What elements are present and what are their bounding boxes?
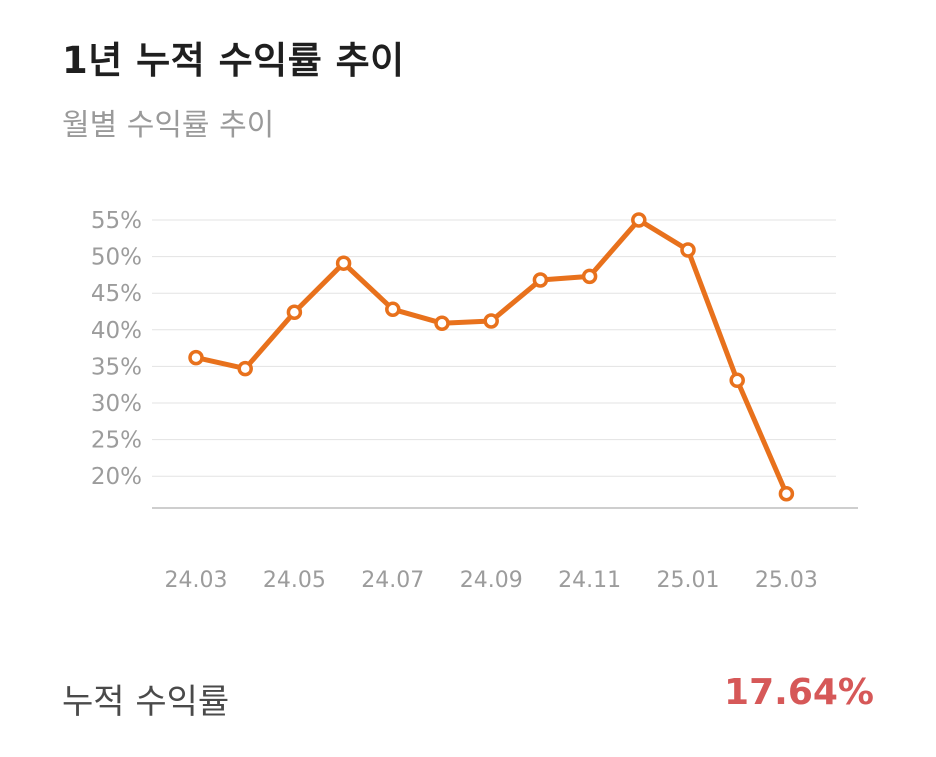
x-tick-label: 25.01 [657, 568, 720, 593]
cumulative-return-label: 누적 수익률 [62, 682, 230, 722]
data-point [237, 360, 253, 377]
data-point [385, 301, 401, 318]
data-point [581, 268, 598, 285]
y-tick-label: 30% [91, 391, 142, 417]
series-line-group [193, 217, 789, 497]
data-points [188, 212, 795, 502]
y-tick-label: 35% [91, 354, 142, 380]
y-tick-label: 20% [91, 464, 142, 490]
x-tick-label: 24.11 [558, 568, 621, 593]
y-tick-label: 50% [91, 245, 142, 271]
x-axis-tick-labels: 24.03 24.05 24.07 24.09 24.11 25.01 25.03 [165, 568, 818, 593]
data-point [631, 212, 647, 228]
data-point [335, 255, 352, 271]
data-point [483, 313, 499, 329]
data-point [434, 315, 450, 331]
data-point [532, 272, 549, 288]
data-point [188, 349, 204, 366]
data-point [778, 486, 795, 502]
y-tick-label: 25% [91, 428, 142, 454]
data-point [286, 304, 303, 320]
x-tick-label: 24.03 [165, 568, 228, 593]
cumulative-return-value: 17.64% [724, 672, 874, 713]
data-point [680, 242, 696, 258]
data-point [729, 372, 745, 389]
grid-lines [152, 219, 836, 477]
x-tick-label: 25.03 [755, 568, 818, 593]
y-tick-label: 55% [91, 208, 142, 234]
x-tick-label: 24.09 [460, 568, 523, 593]
y-tick-label: 45% [91, 281, 142, 307]
y-axis-tick-labels: 55% 50% 45% 40% 35% 30% 25% 20% [91, 208, 142, 490]
series-line [193, 217, 789, 497]
x-tick-label: 24.05 [263, 568, 326, 593]
chart-title: 1년 누적 수익률 추이 [62, 39, 405, 82]
x-tick-label: 24.07 [361, 568, 424, 593]
chart-subtitle: 월별 수익률 추이 [62, 108, 275, 143]
y-tick-label: 40% [91, 318, 142, 344]
